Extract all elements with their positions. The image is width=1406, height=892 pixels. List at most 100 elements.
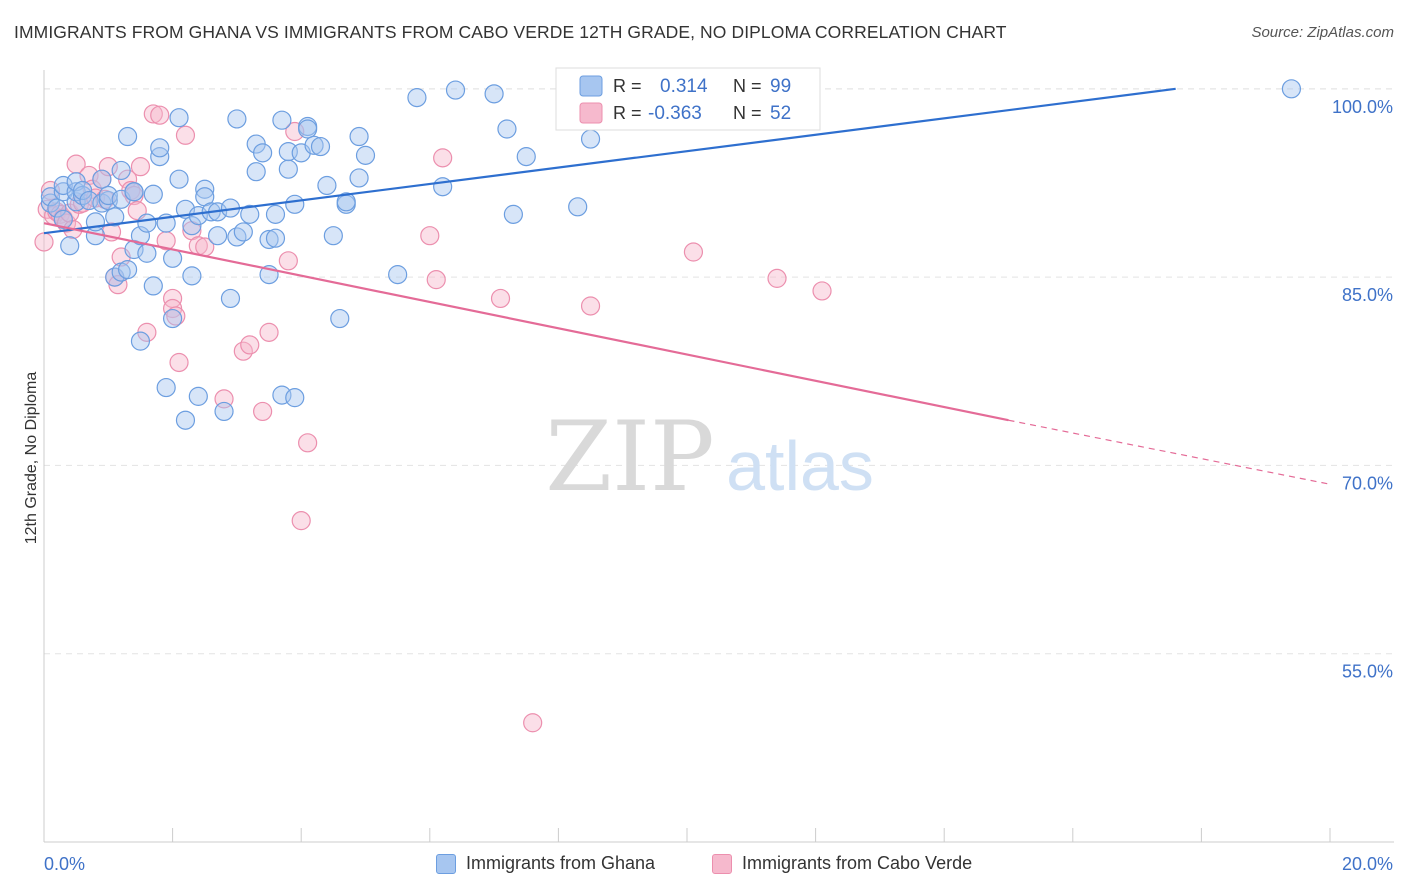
ghana-point <box>272 110 292 130</box>
ghana-point <box>47 198 67 218</box>
ghana-points <box>40 79 1302 430</box>
ghana-point <box>497 119 517 139</box>
ghana-point <box>137 213 157 233</box>
ghana-point <box>317 175 337 196</box>
cabo-verde-point <box>143 104 163 124</box>
cabo-verde-point <box>130 157 151 177</box>
cabo-verde-point <box>767 268 787 288</box>
ghana-n-value: 99 <box>770 76 791 97</box>
ghana-point <box>355 145 376 165</box>
cabo-verde-point <box>175 125 196 145</box>
cabo-verde-point <box>683 242 704 262</box>
ghana-point <box>182 266 202 286</box>
stats-legend: R = 0.314 N = 99 R = -0.363 N = 52 <box>555 67 821 131</box>
ghana-point <box>227 109 247 129</box>
y-tick-label: 70.0% <box>1342 473 1393 493</box>
ghana-point <box>323 226 343 246</box>
ghana-point <box>580 129 601 149</box>
ghana-point <box>240 204 260 224</box>
ghana-point <box>349 126 369 147</box>
ghana-point <box>445 80 466 100</box>
ghana-point <box>265 228 286 248</box>
ghana-point <box>92 169 112 189</box>
ghana-point <box>246 162 266 182</box>
ghana-point <box>111 160 131 181</box>
ghana-point <box>208 226 228 246</box>
ghana-point <box>253 143 273 163</box>
watermark-atlas: atlas <box>726 427 874 505</box>
ghana-point <box>265 204 286 224</box>
cabo-verde-point <box>240 335 260 355</box>
ghana-point <box>40 193 61 213</box>
ghana-point <box>163 248 183 268</box>
ghana-point <box>310 136 331 157</box>
ghana-point <box>484 84 504 104</box>
ghana-point <box>105 207 125 227</box>
cabo-verde-point <box>166 306 186 326</box>
ghana-r-label: R = <box>613 76 642 96</box>
ghana-point <box>259 229 279 250</box>
ghana-point <box>143 184 163 204</box>
bottom-legend: Immigrants from Ghana Immigrants from Ca… <box>0 850 1406 880</box>
ghana-point <box>214 401 234 422</box>
x-tick-labels: 0.0% 20.0% <box>44 854 1393 874</box>
y-tick-label: 85.0% <box>1342 285 1393 305</box>
cabo-verde-point <box>150 105 170 125</box>
cabo-verde-point <box>98 157 118 177</box>
ghana-point <box>175 410 196 430</box>
ghana-point <box>195 179 215 199</box>
ghana-point <box>233 222 253 242</box>
ghana-point <box>349 168 369 188</box>
ghana-swatch <box>579 75 603 97</box>
ghana-point <box>53 209 73 229</box>
cabo-verde-point <box>490 288 511 309</box>
ghana-point <box>130 226 151 246</box>
ghana-point <box>503 204 523 224</box>
y-axis-label: 12th Grade, No Diploma <box>23 372 40 545</box>
ghana-n-label: N = <box>733 76 762 96</box>
y-tick-labels: 55.0% 70.0% 85.0% 100.0% <box>1332 97 1393 682</box>
ghana-point <box>72 185 93 206</box>
ghana-point <box>188 386 208 406</box>
cabo-verde-points <box>34 104 832 733</box>
cabo-r-value: -0.363 <box>648 103 702 124</box>
ghana-point <box>1281 79 1302 99</box>
cabo-verde-point <box>34 232 54 252</box>
cabo-verde-point <box>298 433 318 453</box>
legend-swatch-cabo <box>712 853 732 874</box>
legend-swatch-ghana <box>436 853 456 874</box>
ghana-point <box>388 265 408 285</box>
chart-title: IMMIGRANTS FROM GHANA VS IMMIGRANTS FROM… <box>14 22 1007 42</box>
ghana-point <box>182 216 202 236</box>
cabo-verde-point <box>426 270 446 290</box>
ghana-point <box>137 243 157 263</box>
ghana-point <box>124 182 144 202</box>
cabo-verde-point <box>259 322 279 342</box>
watermark-zip: ZIP <box>545 401 714 513</box>
ghana-point <box>407 88 427 108</box>
legend-label-ghana: Immigrants from Ghana <box>466 853 656 873</box>
grid-lines <box>44 88 1394 655</box>
ghana-point <box>568 197 588 217</box>
legend-item-ghana: Immigrants from Ghana <box>436 853 655 874</box>
ghana-point <box>117 259 138 280</box>
cabo-swatch <box>579 102 603 124</box>
cabo-verde-point <box>433 148 453 168</box>
cabo-verde-trend-line <box>43 222 1009 422</box>
ghana-r-value: 0.314 <box>660 76 708 97</box>
ghana-point <box>98 185 118 206</box>
legend-label-cabo: Immigrants from Cabo Verde <box>742 853 973 873</box>
cabo-verde-point <box>420 226 440 246</box>
ghana-point <box>169 169 189 189</box>
cabo-verde-point <box>812 281 832 301</box>
cabo-verde-trend-extension <box>1008 419 1331 485</box>
y-tick-label: 100.0% <box>1332 97 1393 117</box>
cabo-n-label: N = <box>733 103 762 123</box>
cabo-verde-point <box>169 352 189 373</box>
ghana-trend-line <box>43 87 1176 235</box>
ghana-point <box>72 180 93 201</box>
ghana-point <box>330 308 350 329</box>
ghana-point <box>285 194 305 214</box>
axes <box>43 70 1394 843</box>
